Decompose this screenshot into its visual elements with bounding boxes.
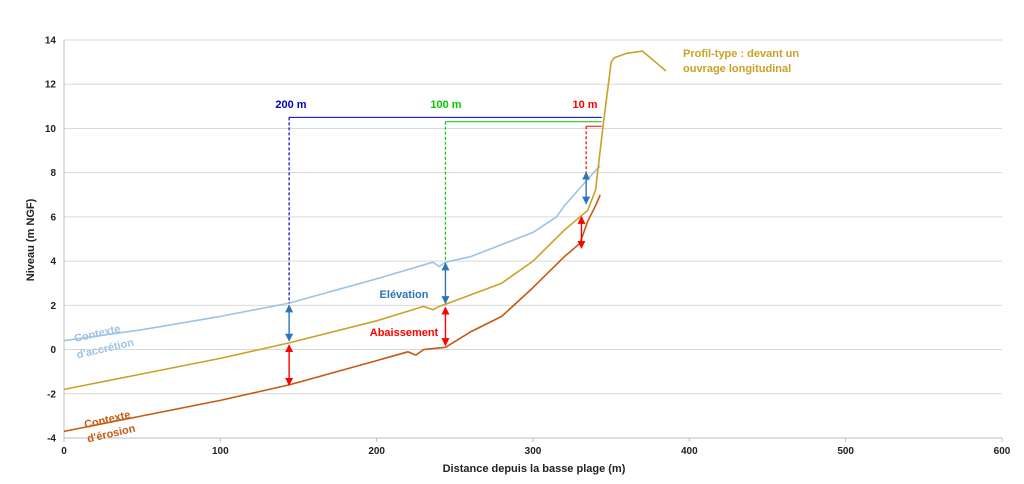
x-tick-label: 600 [994, 446, 1011, 457]
series-line-erosion [63, 194, 601, 433]
annotation-layer [285, 116, 602, 386]
label-elevation: Elévation [380, 289, 429, 301]
label-200m: 200 m [275, 99, 306, 111]
y-tick-label: 8 [50, 168, 56, 179]
label-lowering: Abaissement [370, 327, 439, 339]
series-line-accretion [63, 165, 601, 342]
y-axis-title: Niveau (m NGF) [25, 198, 37, 281]
grid-layer [64, 39, 1002, 439]
axis-layer: -4 -2 0 2 4 6 8 10 12 14 0 100 200 300 400 500 600 [45, 36, 1011, 458]
x-tick-label: 300 [525, 446, 542, 457]
y-tick-label: 12 [45, 80, 57, 91]
x-tick-label: 200 [368, 446, 385, 457]
label-100m: 100 m [430, 99, 461, 111]
x-tick-label: 0 [61, 446, 67, 457]
y-tick-label: 10 [45, 124, 57, 135]
y-tick-label: -2 [47, 389, 56, 400]
x-axis-title: Distance depuis la basse plage (m) [443, 463, 626, 475]
series-line-profile [63, 50, 667, 391]
y-tick-label: 2 [50, 301, 56, 312]
label-profile-2: ouvrage longitudinal [683, 63, 791, 75]
x-tick-label: 100 [212, 446, 229, 457]
y-tick-label: 0 [50, 345, 56, 356]
x-tick-label: 500 [837, 446, 854, 457]
label-10m: 10 m [572, 99, 597, 111]
y-tick-label: 6 [50, 212, 56, 223]
label-profile-1: Profil-type : devant un [683, 48, 799, 60]
y-tick-label: 4 [50, 257, 56, 268]
x-tick-label: 400 [681, 446, 698, 457]
y-tick-label: -4 [47, 434, 56, 445]
y-tick-label: 14 [45, 36, 57, 47]
